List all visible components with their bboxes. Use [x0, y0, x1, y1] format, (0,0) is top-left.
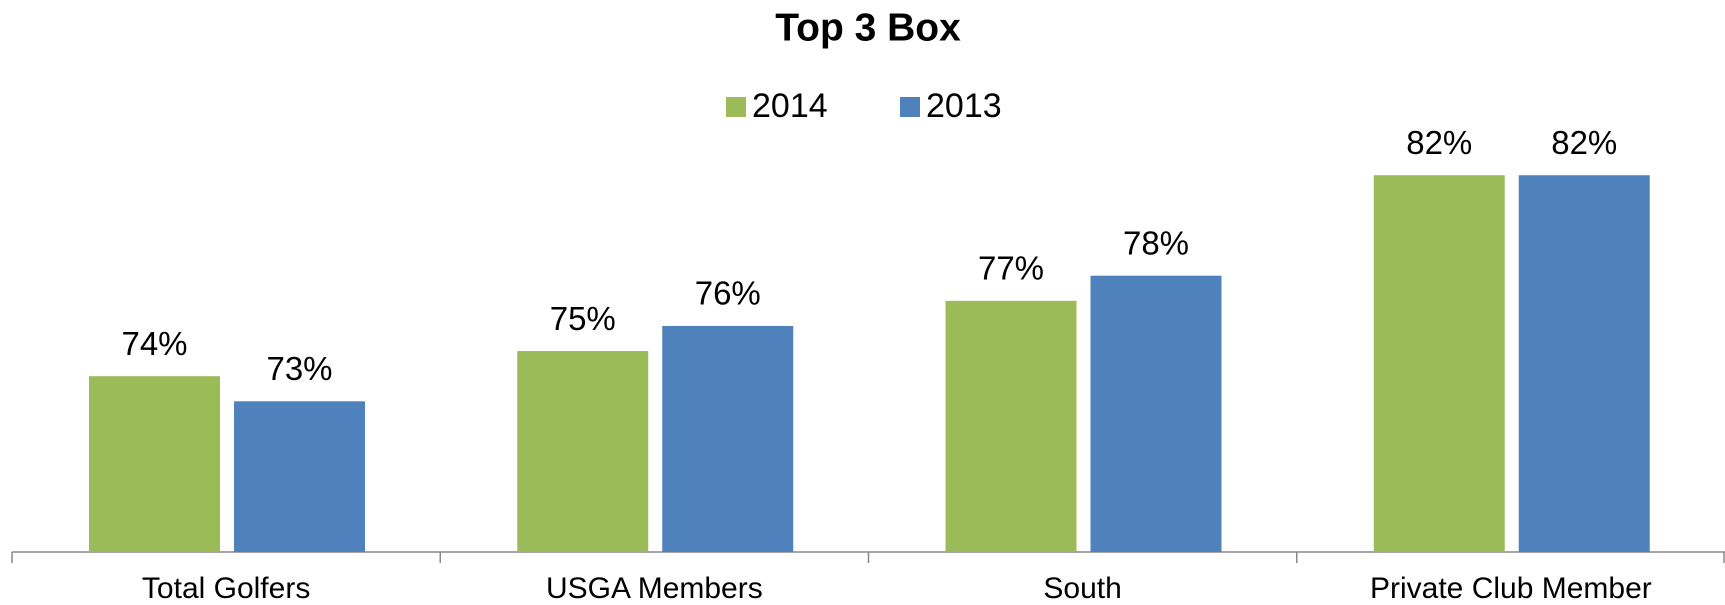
legend-label: 2014 — [752, 87, 828, 125]
x-tick-label: Private Club Member — [1370, 572, 1652, 605]
bar — [662, 325, 794, 552]
x-tick-label: Total Golfers — [142, 572, 310, 605]
legend-label: 2013 — [926, 87, 1002, 125]
x-tick-label: South — [1043, 572, 1121, 605]
bar — [234, 401, 365, 552]
legend-swatch — [726, 97, 746, 117]
value-label: 73% — [266, 350, 332, 387]
value-label: 82% — [1551, 124, 1617, 161]
bar — [1373, 175, 1505, 552]
value-label: 76% — [695, 275, 761, 312]
value-label: 77% — [978, 250, 1044, 287]
bar — [517, 351, 649, 552]
value-label: 82% — [1406, 124, 1472, 161]
value-label: 75% — [550, 300, 616, 337]
bar — [945, 300, 1077, 552]
legend-swatch — [900, 97, 920, 117]
bar — [89, 376, 220, 552]
chart-title: Top 3 Box — [775, 6, 961, 49]
bar — [1518, 175, 1650, 552]
x-tick-label: USGA Members — [546, 572, 763, 605]
bar — [1090, 275, 1222, 552]
value-label: 78% — [1123, 224, 1189, 261]
value-label: 74% — [121, 325, 187, 362]
